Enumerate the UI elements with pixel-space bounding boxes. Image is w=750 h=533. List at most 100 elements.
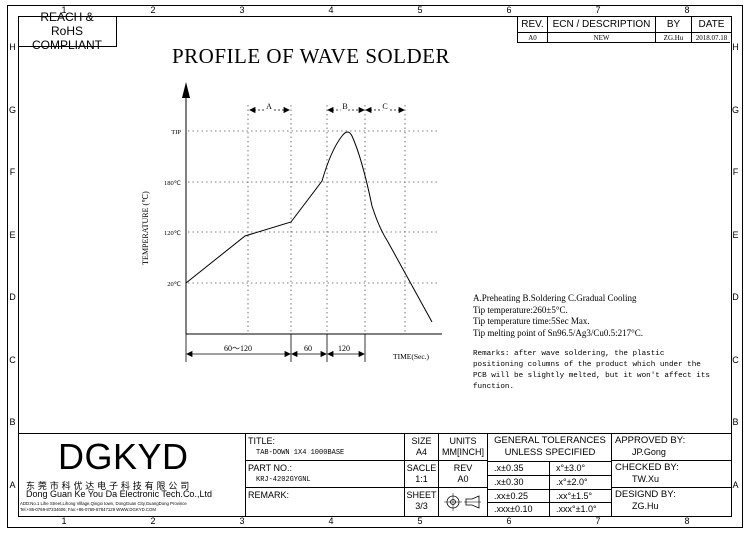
zone-column-label: 2 [150, 5, 156, 15]
zone-row-label: E [732, 230, 739, 240]
tolerance-cell: .xxx°±1.0° [556, 504, 597, 515]
company-name-en: Dong Guan Ke You Da Electronic Tech.Co.,… [26, 489, 212, 499]
zone-row-label: H [9, 42, 16, 52]
remarks-line: positioning columns of the product which… [473, 361, 701, 369]
compliance-label: REACH & RoHS COMPLIANT [31, 10, 102, 52]
checked-cell: CHECKED BY: TW.Xu [612, 461, 731, 488]
drawing-title: PROFILE OF WAVE SOLDER [172, 44, 451, 68]
projection-cell [439, 488, 488, 516]
y-axis-arrowhead [182, 82, 190, 98]
date-value: 2018.07.18 [695, 34, 728, 42]
zone-column-label: 7 [595, 5, 601, 15]
rev-header: REV. [518, 16, 548, 33]
tolerance-cell: .xx±0.25 [488, 489, 550, 504]
time-dimensions [185, 334, 366, 362]
tolerances-subtitle: UNLESS SPECIFIED [504, 447, 596, 458]
remarks-line: PCB will be slightly melted, but it won'… [473, 372, 710, 380]
zone-row-label: C [732, 355, 739, 365]
company-panel: DGKYD 东 莞 市 科 优 达 电 子 科 技 有 限 公 司 Dong G… [18, 434, 246, 516]
size-cell: SIZE A4 [405, 434, 439, 461]
x-axis-label: TIME(Sec.) [393, 352, 430, 361]
rev-value-tb: A0 [457, 474, 469, 484]
time-segment-cool: 120 [338, 344, 350, 353]
designed-value: ZG.Hu [632, 501, 659, 511]
zone-column-label: 2 [150, 516, 156, 526]
company-address: ADD:No.1 Lihe Street,Lihong Village,Qing… [20, 501, 187, 506]
note-phases: A.Preheating B.Soldering C.Gradual Cooli… [473, 293, 637, 303]
rev-value: A0 [518, 33, 548, 43]
zone-row-label: H [732, 42, 739, 52]
by-value: ZG.Hu [656, 33, 692, 43]
by-header: BY [656, 16, 692, 33]
zone-column-label: 6 [506, 5, 512, 15]
zone-column-label: 6 [506, 516, 512, 526]
note-tip-melting: Tip melting point of Sn96.5/Ag3/Cu0.5:21… [473, 327, 644, 338]
zone-column-label: 8 [684, 516, 690, 526]
zone-column-label: 3 [239, 516, 245, 526]
remarks-line: function. [473, 383, 515, 391]
drawing-frame [7, 5, 743, 528]
scale-label: SACLE [406, 463, 437, 473]
zone-column-label: 4 [328, 516, 334, 526]
revision-table: REV. ECN / DESCRIPTION BY DATE A0 NEW ZG… [517, 16, 731, 43]
zone-column-label: 1 [61, 5, 67, 15]
zone-column-label: 5 [417, 5, 423, 15]
zone-row-label: F [732, 167, 739, 177]
note-tip-time: Tip temperature time:5Sec Max. [473, 316, 590, 326]
remark-cell: REMARK: [246, 488, 405, 516]
zone-row-label: B [9, 417, 16, 427]
company-contact: Tel:+86-0769-87334606; Fax:+86-0769-8784… [20, 507, 156, 512]
third-angle-projection-icon [444, 493, 481, 511]
part-no-value: KRJ-4202GYGNL [256, 476, 311, 484]
units-label: UNITS [449, 436, 477, 446]
company-logo: DGKYD [58, 436, 189, 477]
approved-value: JP.Gong [632, 447, 666, 457]
sheet-label: SHEET [406, 490, 437, 500]
tolerances-table: .x±0.35 x°±3.0° .x±0.30 .x°±2.0° .xx±0.25 .xx… [488, 461, 612, 517]
zone-row-label: A [9, 480, 16, 490]
remark-label: REMARK: [248, 490, 290, 500]
units-value: MM[INCH] [442, 447, 484, 457]
grid [188, 105, 440, 334]
phase-label-b: B [342, 102, 347, 111]
part-no-cell: PART NO.: KRJ-4202GYGNL [246, 461, 405, 488]
tolerance-cell: .xxx±0.10 [488, 503, 550, 517]
drawing-border [18, 16, 732, 517]
approved-label: APPROVED BY: [615, 435, 686, 446]
units-cell: UNITS MM[INCH] [439, 434, 488, 461]
title-label: TITLE: [248, 436, 276, 446]
y-tick-20: 20℃ [167, 281, 182, 288]
tolerance-cell: .xx°±1.5° [550, 490, 612, 504]
zone-row-label: E [9, 230, 16, 240]
zone-row-label: G [731, 105, 739, 115]
title-block: DGKYD 东 莞 市 科 优 达 电 子 科 技 有 限 公 司 Dong G… [18, 433, 731, 517]
zone-column-label: 1 [61, 516, 67, 526]
sheet-value: 3/3 [415, 501, 428, 511]
phase-label-c: C [382, 102, 387, 111]
rev-cell: REV A0 [439, 461, 488, 488]
zone-row-label: B [732, 417, 739, 427]
process-notes: A.Preheating B.Soldering C.Gradual Cooli… [473, 293, 643, 339]
tolerances-title: GENERAL TOLERANCES [494, 435, 606, 446]
tolerance-cell: .x±0.30 [488, 475, 550, 490]
y-tick-120: 120℃ [164, 230, 182, 237]
checked-value: TW.Xu [632, 474, 660, 484]
zone-row-label: F [9, 167, 16, 177]
part-no-label: PART NO.: [248, 463, 293, 473]
temperature-curve [185, 131, 433, 323]
y-tick-180: 180℃ [164, 180, 182, 187]
time-segment-solder: 60 [304, 344, 312, 353]
approved-cell: APPROVED BY: JP.Gong [612, 434, 731, 461]
zone-row-label: G [8, 105, 16, 115]
zone-row-label: D [9, 292, 16, 302]
sheet-cell: SHEET 3/3 [405, 488, 439, 516]
y-tick-tip: TIP [171, 129, 181, 136]
zone-column-label: 7 [595, 516, 601, 526]
scale-value: 1:1 [415, 474, 428, 484]
zone-column-label: 5 [417, 516, 423, 526]
remarks-line: Remarks: after wave soldering, the plast… [473, 350, 665, 358]
title-cell: TITLE: TAB-DOWN 1X4 1000BASE [246, 434, 405, 461]
tolerance-cell: .x°±2.0° [550, 476, 612, 490]
designed-cell: DESIGND BY: ZG.Hu [612, 488, 731, 516]
